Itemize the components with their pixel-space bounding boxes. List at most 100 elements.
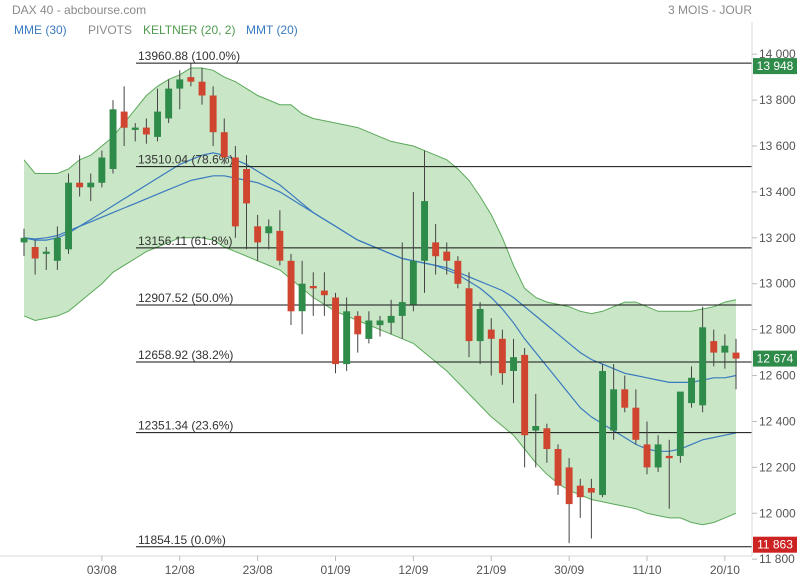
candle-body-54 bbox=[621, 389, 629, 408]
candle-23 bbox=[276, 210, 284, 266]
y-tick-label-5: 13 000 bbox=[759, 277, 796, 291]
candle-body-21 bbox=[254, 226, 262, 243]
candle-25 bbox=[298, 260, 306, 335]
price-badge-label-high: 13 948 bbox=[757, 59, 794, 73]
y-tick-label-11: 11 800 bbox=[759, 552, 795, 566]
candle-62 bbox=[710, 329, 718, 367]
candle-19 bbox=[231, 146, 239, 238]
candle-body-28 bbox=[332, 297, 339, 365]
x-tick-label-3: 01/09 bbox=[320, 563, 350, 577]
y-tick-label-7: 12 600 bbox=[759, 369, 796, 383]
candle-body-3 bbox=[53, 237, 61, 261]
candle-body-14 bbox=[176, 79, 184, 89]
y-tick-label-9: 12 200 bbox=[759, 460, 796, 474]
candle-body-63 bbox=[721, 345, 729, 353]
y-tick-label-1: 13 800 bbox=[759, 93, 796, 107]
candle-49 bbox=[565, 458, 573, 544]
price-badge-current bbox=[753, 350, 797, 367]
candle-body-29 bbox=[343, 311, 351, 365]
chart-period: 3 MOIS - JOUR bbox=[668, 3, 752, 17]
candle-body-50 bbox=[576, 485, 584, 498]
candle-body-15 bbox=[187, 77, 195, 82]
candle-28 bbox=[332, 292, 339, 374]
candle-body-40 bbox=[465, 288, 473, 342]
keltner-band-fill bbox=[24, 68, 736, 525]
candle-body-22 bbox=[265, 226, 273, 234]
candle-38 bbox=[443, 242, 451, 275]
candle-6 bbox=[87, 173, 95, 202]
candle-body-49 bbox=[565, 467, 573, 505]
candle-64 bbox=[732, 338, 740, 390]
candle-51 bbox=[587, 478, 595, 539]
candle-42 bbox=[487, 318, 495, 376]
candle-body-34 bbox=[398, 302, 406, 316]
candle-9 bbox=[120, 86, 128, 146]
candle-body-39 bbox=[454, 260, 462, 284]
x-tick-label-5: 21/09 bbox=[476, 563, 506, 577]
candle-18 bbox=[220, 118, 228, 165]
indicator-pivots[interactable]: PIVOTS bbox=[88, 23, 132, 37]
candle-body-10 bbox=[131, 127, 139, 130]
x-tick-label-6: 30/09 bbox=[554, 563, 584, 577]
candle-body-37 bbox=[432, 242, 440, 257]
candle-11 bbox=[142, 118, 150, 144]
candle-50 bbox=[576, 478, 584, 518]
candle-56 bbox=[643, 421, 651, 475]
candle-4 bbox=[65, 173, 72, 254]
candle-body-18 bbox=[220, 132, 228, 158]
candle-body-60 bbox=[688, 377, 695, 404]
y-tick-label-2: 13 600 bbox=[759, 139, 796, 153]
candle-body-55 bbox=[632, 407, 640, 440]
candle-8 bbox=[109, 100, 117, 174]
candle-body-57 bbox=[654, 444, 662, 468]
candle-1 bbox=[31, 240, 39, 275]
x-tick-label-4: 12/09 bbox=[398, 563, 428, 577]
candle-body-41 bbox=[476, 309, 484, 342]
candle-12 bbox=[154, 88, 161, 142]
y-tick-label-4: 13 200 bbox=[759, 231, 796, 245]
candle-body-59 bbox=[676, 391, 684, 456]
candle-body-9 bbox=[120, 111, 128, 128]
candle-39 bbox=[454, 256, 462, 289]
x-tick-label-0: 03/08 bbox=[87, 563, 117, 577]
candle-body-56 bbox=[643, 444, 651, 468]
candle-body-6 bbox=[87, 182, 95, 188]
candle-31 bbox=[365, 311, 373, 344]
candle-43 bbox=[498, 329, 506, 385]
candle-body-52 bbox=[599, 371, 606, 495]
candle-body-0 bbox=[20, 237, 28, 243]
indicator-keltner[interactable]: KELTNER (20, 2) bbox=[143, 23, 235, 37]
candle-20 bbox=[243, 155, 250, 250]
candle-13 bbox=[165, 79, 173, 124]
candle-body-64 bbox=[732, 352, 740, 359]
candle-57 bbox=[654, 435, 662, 472]
candle-body-17 bbox=[209, 95, 217, 133]
candle-body-5 bbox=[76, 182, 84, 188]
candle-3 bbox=[53, 226, 61, 270]
candle-body-44 bbox=[510, 357, 517, 371]
candle-52 bbox=[599, 364, 606, 498]
candle-body-25 bbox=[298, 283, 306, 312]
candle-54 bbox=[621, 375, 629, 413]
candle-17 bbox=[209, 86, 217, 146]
indicator-mmt[interactable]: MMT (20) bbox=[246, 23, 298, 37]
candle-body-19 bbox=[231, 157, 239, 227]
candle-body-62 bbox=[710, 341, 718, 353]
y-axis: 14 000 13 800 13 600 13 400 13 200 13 000 12 8… bbox=[752, 47, 796, 566]
indicator-mme[interactable]: MME (30) bbox=[14, 23, 67, 37]
candle-body-48 bbox=[554, 449, 562, 486]
candle-body-26 bbox=[309, 286, 317, 289]
candle-41 bbox=[476, 302, 484, 365]
candle-body-33 bbox=[387, 315, 395, 323]
candle-body-47 bbox=[543, 428, 551, 449]
price-badge-label-low: 11 863 bbox=[757, 538, 793, 552]
candle-35 bbox=[409, 191, 417, 312]
candle-30 bbox=[354, 311, 362, 353]
candle-body-4 bbox=[65, 182, 72, 250]
keltner-band bbox=[23, 67, 737, 526]
candle-58 bbox=[665, 439, 673, 509]
price-badges: 13 948 12 674 11 863 bbox=[753, 58, 797, 553]
fib-label-3: 12907.52 (50.0%) bbox=[138, 291, 233, 305]
candle-body-8 bbox=[109, 109, 117, 169]
candle-55 bbox=[632, 389, 640, 445]
